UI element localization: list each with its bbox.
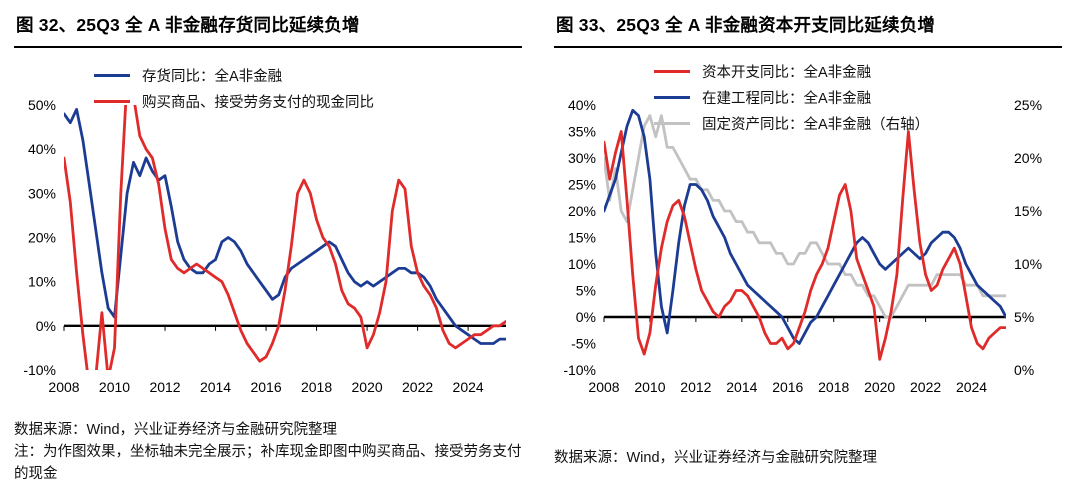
legend-item: 资本开支同比：全A非金融 <box>654 58 929 84</box>
y-axis-tick-label: 20% <box>28 230 56 246</box>
y-axis-tick-label: 30% <box>568 150 596 166</box>
y-axis-tick-label: 40% <box>28 141 56 157</box>
x-axis-tick-label: 2022 <box>402 379 433 395</box>
right-y-axis-tick-label: 25% <box>1014 97 1042 113</box>
y-axis-tick-label: 25% <box>568 177 596 193</box>
y-axis-tick-label: 10% <box>28 274 56 290</box>
y-axis-tick-label: -10% <box>563 362 596 378</box>
legend-label: 购买商品、接受劳务支付的现金同比 <box>142 94 374 111</box>
y-axis-tick-label: 5% <box>576 283 596 299</box>
figure-32-title: 图 32、25Q3 全 A 非金融存货同比延续负增 <box>14 8 522 48</box>
x-axis-tick-label: 2014 <box>200 379 231 395</box>
figure-33-panel: 图 33、25Q3 全 A 非金融资本开支同比延续负增 资本开支同比：全A非金融… <box>540 0 1080 498</box>
legend-label: 固定资产同比：全A非金融（右轴） <box>702 116 930 133</box>
x-axis-tick-label: 2012 <box>680 379 711 395</box>
legend-label: 资本开支同比：全A非金融 <box>702 64 872 81</box>
right-y-axis-tick-label: 10% <box>1014 256 1042 272</box>
legend-line-swatch <box>654 121 690 125</box>
legend-line-swatch <box>654 69 690 73</box>
y-axis-tick-label: -5% <box>571 336 596 352</box>
series-line <box>64 108 506 345</box>
figure-33-legend: 资本开支同比：全A非金融 在建工程同比：全A非金融固定资产同比：全A非金融（右轴） <box>654 58 929 136</box>
x-axis-tick-label: 2020 <box>352 379 383 395</box>
x-axis-tick-label: 2012 <box>149 379 180 395</box>
x-axis-tick-label: 2010 <box>634 379 665 395</box>
legend-item: 在建工程同比：全A非金融 <box>654 84 929 110</box>
figure-33-title: 图 33、25Q3 全 A 非金融资本开支同比延续负增 <box>554 8 1062 48</box>
series-line <box>64 105 506 370</box>
series-line <box>604 114 1006 319</box>
x-axis-tick-label: 2016 <box>250 379 281 395</box>
right-y-axis-tick-label: 20% <box>1014 150 1042 166</box>
x-axis-tick-label: 2016 <box>772 379 803 395</box>
x-axis-tick-label: 2024 <box>956 379 987 395</box>
y-axis-tick-label: 0% <box>576 309 596 325</box>
y-axis-tick-label: 10% <box>568 256 596 272</box>
legend-item: 购买商品、接受劳务支付的现金同比 <box>94 88 374 114</box>
figure-32-panel: 图 32、25Q3 全 A 非金融存货同比延续负增 存货同比：全A非金融购买商品… <box>14 8 522 482</box>
legend-label: 在建工程同比：全A非金融 <box>702 90 872 107</box>
figure-32-chart-area: 存货同比：全A非金融购买商品、接受劳务支付的现金同比 -10% 0% 10% 20% 3… <box>14 50 522 398</box>
x-axis-tick-label: 2008 <box>588 379 619 395</box>
series-line <box>604 130 1006 361</box>
legend-item: 固定资产同比：全A非金融（右轴） <box>654 110 929 136</box>
figure-32-legend: 存货同比：全A非金融购买商品、接受劳务支付的现金同比 <box>94 62 374 114</box>
figure-32-source: 数据来源：Wind，兴业证券经济与金融研究院整理 <box>14 422 338 438</box>
right-y-axis-tick-label: 15% <box>1014 203 1042 219</box>
right-y-axis-tick-label: 5% <box>1014 309 1034 325</box>
capex-yoy-line-chart: -10% -5% 0% 5% 10% 15% 20% 25% 30% 35% 40% 0% 5% 10% 1… <box>563 97 1042 395</box>
y-axis-tick-label: 40% <box>568 97 596 113</box>
x-axis-tick-label: 2010 <box>99 379 130 395</box>
y-axis-tick-label: 0% <box>36 318 56 334</box>
x-axis-tick-label: 2018 <box>818 379 849 395</box>
legend-line-swatch <box>94 99 130 103</box>
x-axis-tick-label: 2022 <box>910 379 941 395</box>
y-axis-tick-label: 15% <box>568 230 596 246</box>
figure-33-chart-area: 资本开支同比：全A非金融 在建工程同比：全A非金融固定资产同比：全A非金融（右轴）… <box>554 50 1062 398</box>
x-axis-tick-label: 2014 <box>726 379 757 395</box>
legend-line-swatch <box>654 95 690 99</box>
figure-32-note: 注：为作图效果，坐标轴未完全展示；补库现金即图中购买商品、接受劳务支付的现金 <box>14 443 522 482</box>
y-axis-tick-label: -10% <box>23 362 56 378</box>
legend-label: 存货同比：全A非金融 <box>142 68 283 85</box>
figure-33-source: 数据来源：Wind，兴业证券经济与金融研究院整理 <box>554 450 878 466</box>
inventory-yoy-line-chart: -10% 0% 10% 20% 30% 40% 50% 2008 2010 2012 2014 201… <box>23 97 506 395</box>
legend-line-swatch <box>94 73 130 77</box>
y-axis-tick-label: 30% <box>28 185 56 201</box>
right-y-axis-tick-label: 0% <box>1014 362 1034 378</box>
legend-item: 存货同比：全A非金融 <box>94 62 374 88</box>
x-axis-tick-label: 2018 <box>301 379 332 395</box>
y-axis-tick-label: 35% <box>568 124 596 140</box>
x-axis-tick-label: 2008 <box>48 379 79 395</box>
series-line <box>604 108 1006 345</box>
x-axis-tick-label: 2020 <box>864 379 895 395</box>
y-axis-tick-label: 20% <box>568 203 596 219</box>
x-axis-tick-label: 2024 <box>453 379 484 395</box>
y-axis-tick-label: 50% <box>28 97 56 113</box>
